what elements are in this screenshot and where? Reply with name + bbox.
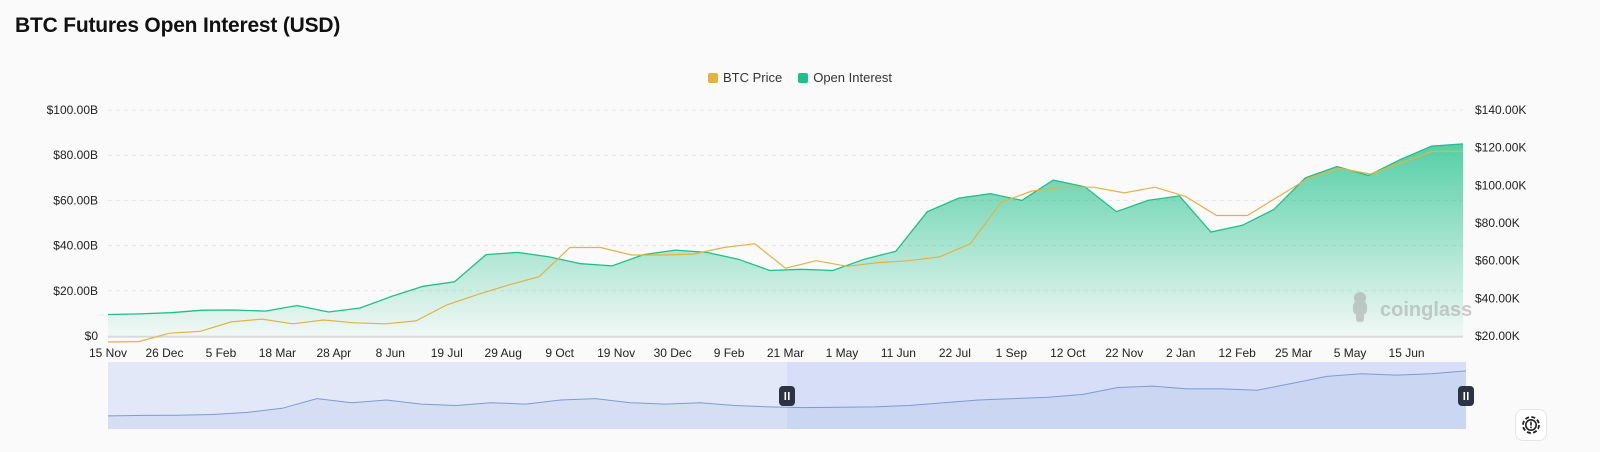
- x-tick-label: 1 Sep: [996, 346, 1028, 360]
- x-tick-label: 15 Jun: [1389, 346, 1425, 360]
- x-tick-label: 22 Jul: [939, 346, 971, 360]
- legend-swatch-open-interest: [798, 72, 809, 83]
- x-tick-label: 2 Jan: [1166, 346, 1195, 360]
- navigator-handle-right[interactable]: [1458, 386, 1474, 406]
- watermark-text: coinglass: [1380, 299, 1472, 321]
- legend-item-open-interest[interactable]: Open Interest: [798, 70, 892, 85]
- y-left-tick-label: $60.00B: [53, 193, 98, 207]
- x-tick-label: 25 Mar: [1275, 346, 1312, 360]
- x-tick-label: 9 Oct: [545, 346, 574, 360]
- x-tick-label: 8 Jun: [376, 346, 405, 360]
- y-right-tick-label: $140.00K: [1475, 103, 1526, 117]
- x-tick-label: 19 Nov: [597, 346, 635, 360]
- x-tick-label: 30 Dec: [654, 346, 692, 360]
- y-right-tick-label: $60.00K: [1475, 254, 1520, 268]
- y-axis-right: $20.00K $40.00K $60.00K $80.00K $100.00K $120…: [1475, 103, 1526, 343]
- x-tick-label: 12 Oct: [1050, 346, 1086, 360]
- x-tick-label: 28 Apr: [316, 346, 351, 360]
- x-tick-label: 19 Jul: [431, 346, 463, 360]
- chart-legend: BTC Price Open Interest: [0, 70, 1600, 85]
- x-tick-label: 11 Jun: [881, 346, 916, 360]
- y-right-tick-label: $100.00K: [1475, 178, 1526, 192]
- x-tick-label: 22 Nov: [1105, 346, 1143, 360]
- x-tick-label: 5 Feb: [206, 346, 237, 360]
- x-tick-label: 12 Feb: [1218, 346, 1256, 360]
- y-right-tick-label: $80.00K: [1475, 216, 1520, 230]
- coinglass-watermark: coinglass: [1353, 292, 1472, 322]
- y-right-tick-label: $40.00K: [1475, 291, 1520, 305]
- coinglass-logo-icon: [1353, 292, 1367, 322]
- navigator-selected-range[interactable]: [787, 362, 1466, 429]
- navigator[interactable]: [107, 362, 1474, 429]
- x-tick-label: 29 Aug: [485, 346, 522, 360]
- legend-label-open-interest: Open Interest: [813, 70, 892, 85]
- y-left-tick-label: $0: [85, 329, 99, 343]
- navigator-handle-left[interactable]: [779, 386, 795, 406]
- x-tick-label: 21 Mar: [767, 346, 804, 360]
- y-right-tick-label: $20.00K: [1475, 329, 1520, 343]
- x-tick-label: 18 Mar: [259, 346, 296, 360]
- y-left-tick-label: $80.00B: [53, 148, 98, 162]
- open-interest-line: [107, 143, 1464, 316]
- x-tick-label: 26 Dec: [145, 346, 183, 360]
- page-title: BTC Futures Open Interest (USD): [15, 14, 341, 37]
- legend-swatch-btc-price: [707, 72, 718, 83]
- settings-gear-icon: [1522, 416, 1540, 434]
- y-left-tick-label: $20.00B: [53, 284, 98, 298]
- legend-item-btc-price[interactable]: BTC Price: [707, 70, 783, 85]
- x-tick-label: 1 May: [826, 346, 859, 360]
- navigator-series-line: [107, 370, 1467, 417]
- legend-label-btc-price: BTC Price: [722, 70, 783, 85]
- x-tick-label: 5 May: [1334, 346, 1367, 360]
- y-right-tick-label: $120.00K: [1475, 141, 1526, 155]
- x-tick-label: 9 Feb: [714, 346, 745, 360]
- open-interest-area: [108, 143, 1463, 336]
- x-tick-label: 15 Nov: [89, 346, 127, 360]
- y-left-tick-label: $40.00B: [53, 239, 98, 253]
- y-axis-left: $0 $20.00B $40.00B $60.00B $80.00B $100.00B: [47, 103, 99, 343]
- btc-price-line: [107, 150, 1463, 343]
- navigator-series-area: [108, 370, 1466, 429]
- y-left-tick-label: $100.00B: [47, 103, 98, 117]
- x-axis: 15 Nov 26 Dec 5 Feb 18 Mar 28 Apr 8 Jun 19 Jul…: [89, 336, 1463, 360]
- chart-settings-button[interactable]: [1515, 409, 1547, 441]
